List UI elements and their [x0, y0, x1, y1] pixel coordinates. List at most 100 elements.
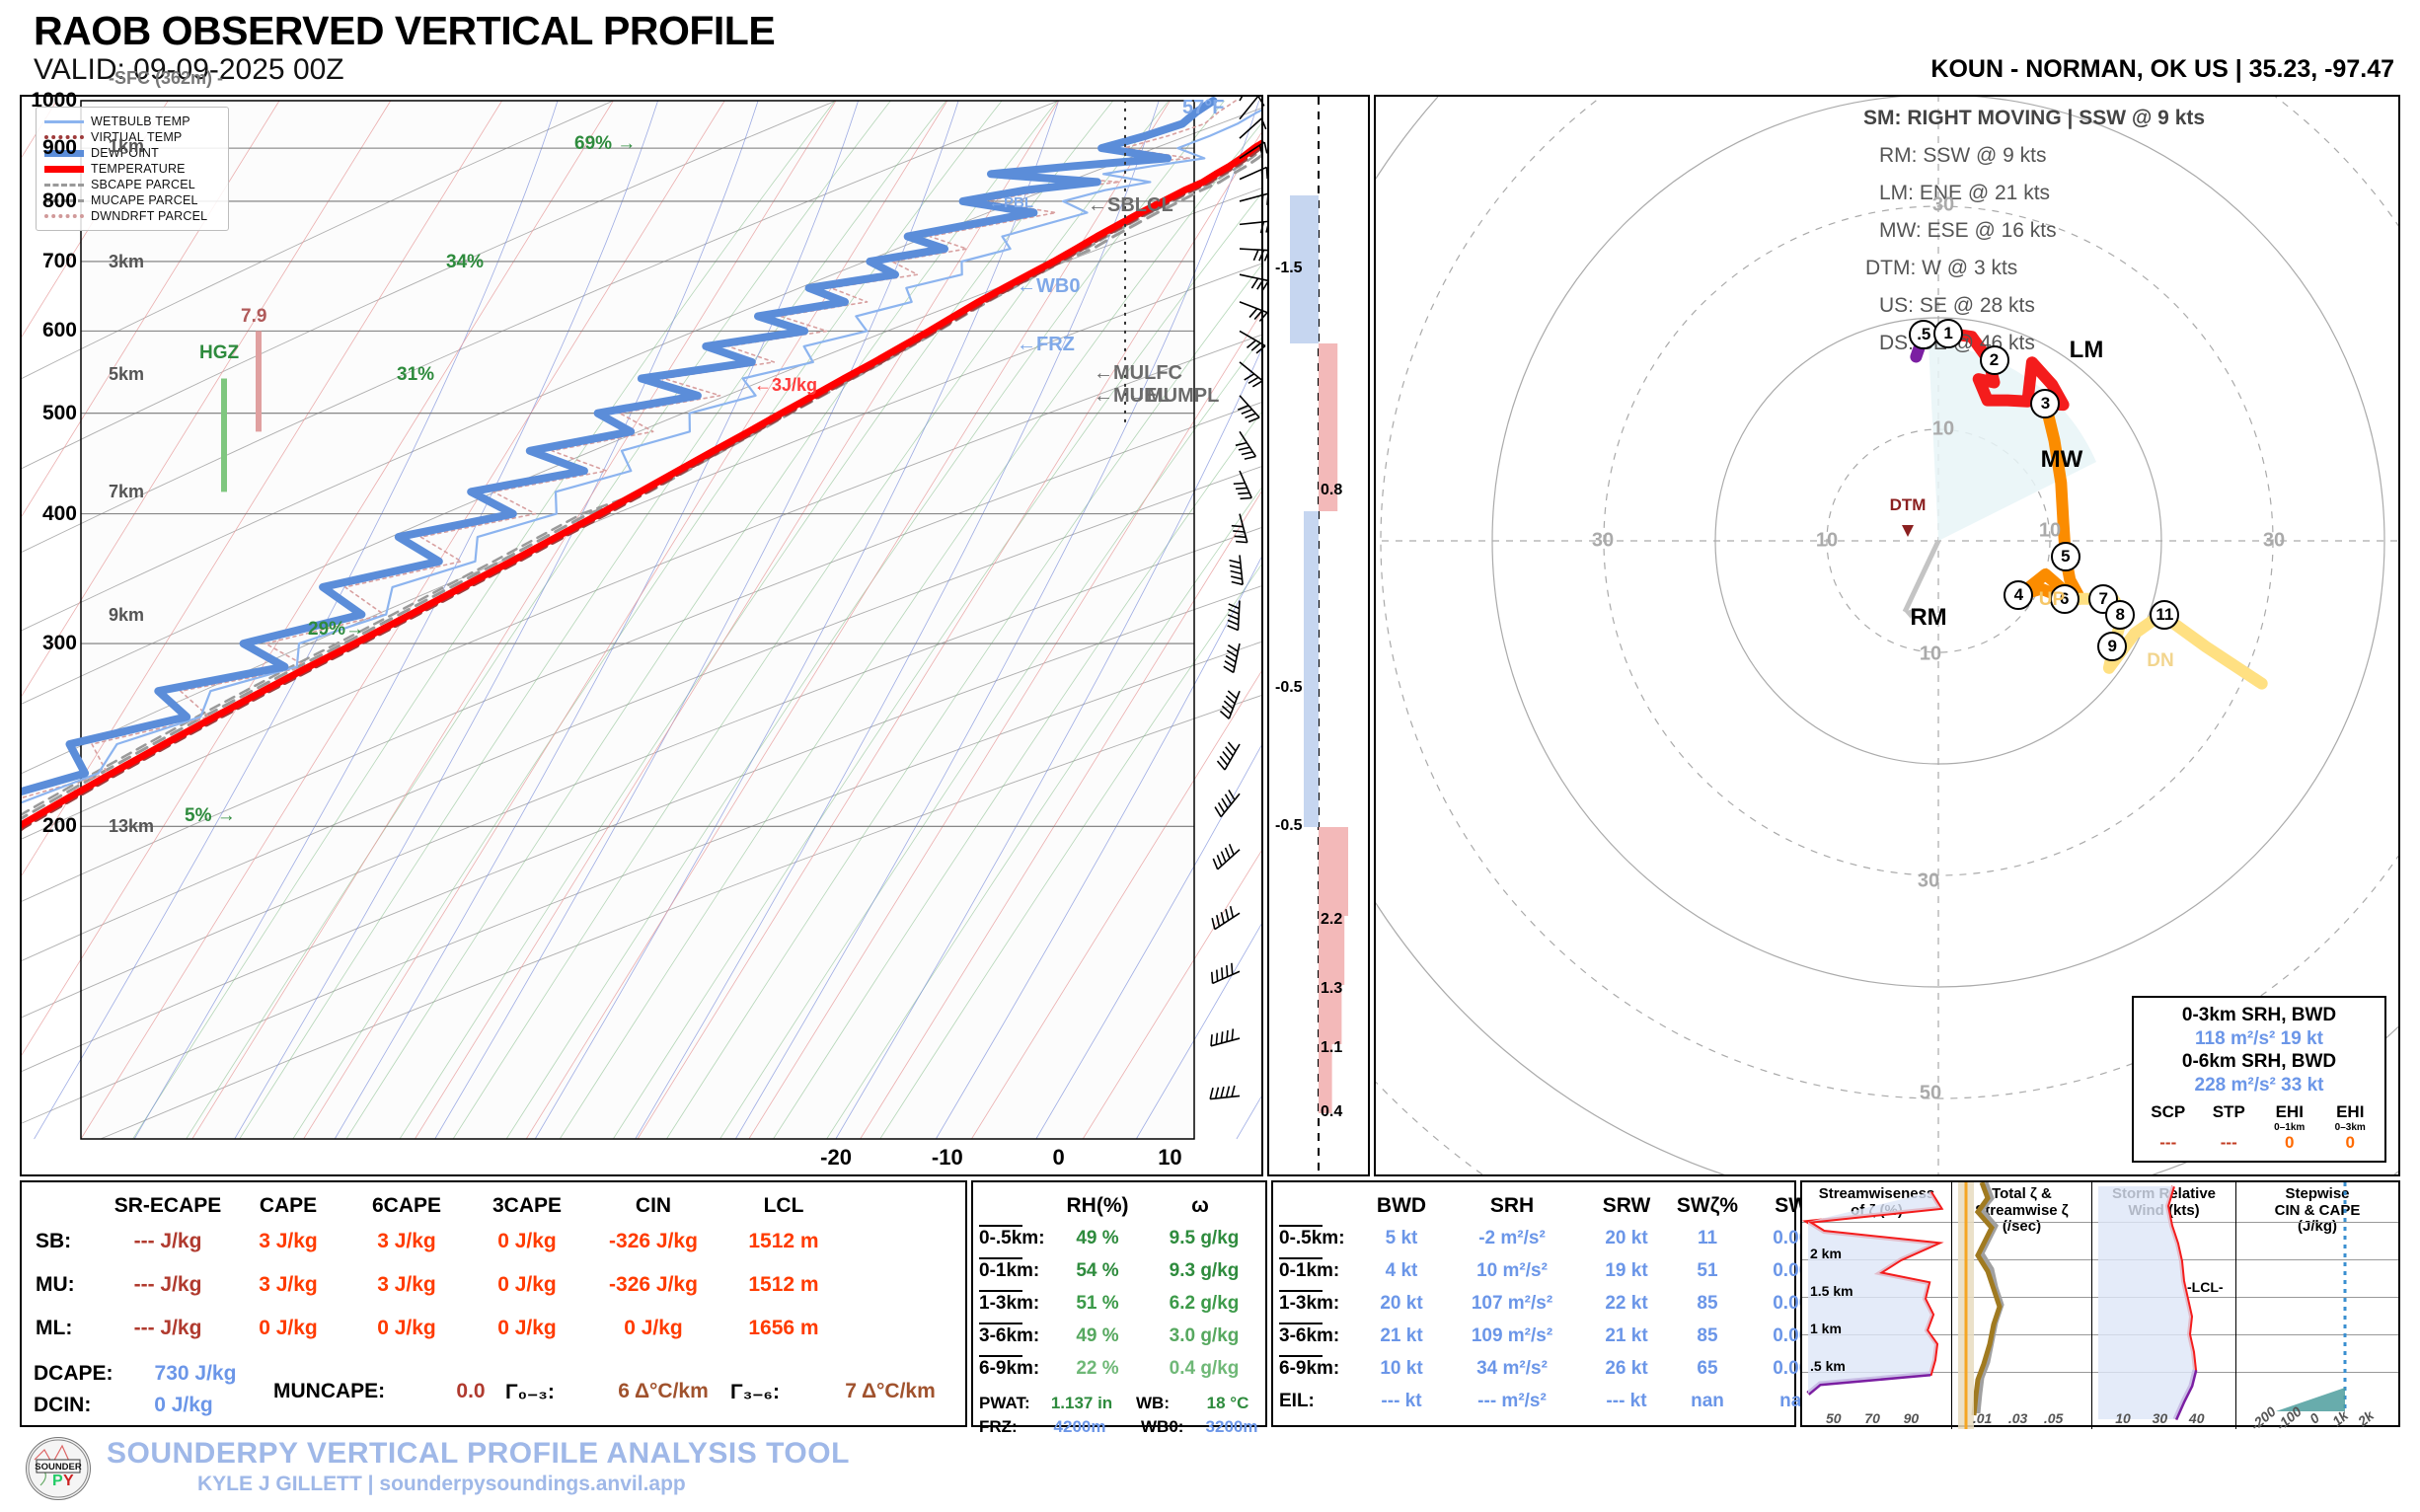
- kin-cell-5-2: --- kt: [1606, 1391, 1647, 1411]
- index-sub: [2138, 1122, 2199, 1133]
- storm-motion-2: LM: ENE @ 21 kts: [1879, 182, 2051, 204]
- rh-annotation-2: 31%: [397, 364, 435, 386]
- index-ehi-2: EHI 0–1km 0: [2259, 1102, 2320, 1153]
- mini-km-2: 1.5 km: [1810, 1283, 1853, 1299]
- height-label-9km: 9km: [109, 604, 145, 625]
- hodograph-panel[interactable]: SM: RIGHT MOVING | SSW @ 9 kts RM: SSW @ …: [1374, 95, 2400, 1176]
- level-annotation-6: ←SBLCL: [1088, 193, 1173, 216]
- index-value: ---: [2220, 1133, 2237, 1152]
- thermo-cell-2-0: --- J/kg: [133, 1317, 202, 1339]
- grid-line: [1802, 1222, 1951, 1223]
- omega-panel: -1.5 0.8 -0.5 -0.5 2.2 1.3 1.1 0.4: [1267, 95, 1370, 1176]
- muncape-label: MUNCAPE:: [273, 1380, 386, 1402]
- frz-label: FRZ:: [979, 1417, 1018, 1436]
- thermo-col-3cape: 3CAPE: [492, 1194, 563, 1217]
- mini-km-1: 1 km: [1810, 1321, 1842, 1336]
- legend-swatch: [44, 135, 84, 139]
- mini-plot-1: Total ζ & Streamwise ζ (/sec) .01 .03 .05: [1952, 1182, 2092, 1429]
- kin-cell-1-0: 4 kt: [1385, 1260, 1418, 1281]
- storm-motion-3: MW: ESE @ 16 kts: [1879, 219, 2057, 242]
- wb0-value: 3200m: [1205, 1417, 1258, 1436]
- pressure-tick-400: 400: [41, 501, 77, 525]
- hodo-marker-9: 9: [2097, 632, 2128, 662]
- thermo-cell-0-4: -326 J/kg: [609, 1230, 698, 1252]
- thermo-row-label-2: ML:: [36, 1317, 73, 1339]
- kin-cell-3-1: 109 m²/s²: [1471, 1325, 1553, 1346]
- page-title: RAOB OBSERVED VERTICAL PROFILE: [34, 8, 776, 53]
- omega-label-3: -0.5: [1275, 817, 1303, 834]
- index-name: SCP: [2151, 1102, 2186, 1121]
- station-info: KOUN - NORMAN, OK US | 35.23, -97.47: [1930, 55, 2394, 83]
- hodo-ring-label: 10: [1931, 417, 1955, 440]
- legend-item-0: WETBULB TEMP: [44, 113, 220, 129]
- hodo-ring-label: 30: [1917, 869, 1940, 892]
- kin-cell-2-0: 20 kt: [1380, 1293, 1423, 1314]
- pressure-tick-1000: 1000: [31, 89, 77, 112]
- mini-xtick-2-0: 10: [2115, 1410, 2131, 1426]
- dcin-value: 0 J/kg: [154, 1394, 213, 1416]
- dcape-value: 730 J/kg: [154, 1362, 237, 1385]
- sfc-label: -SFC (362m) -: [109, 68, 224, 89]
- mini-plot-3: Stepwise CIN & CAPE (J/kg) -200 -100 0 1k 2k: [2236, 1182, 2398, 1433]
- kinematics-table: BWD SRH SRW SWζ% SWζ 0-.5km: 5 kt -2 m²/s² 20 kt…: [1271, 1180, 1820, 1427]
- thermo-cell-1-5: 1512 m: [748, 1273, 819, 1296]
- brand-subtitle[interactable]: KYLE J GILLETT | sounderpysoundings.anvi…: [197, 1473, 686, 1495]
- kin-cell-4-3: 65: [1697, 1358, 1718, 1379]
- hodo-ring-label: 30: [1931, 193, 1955, 216]
- mini-xtick-2-2: 40: [2188, 1410, 2205, 1426]
- kin-cell-3-0: 21 kt: [1380, 1325, 1423, 1346]
- index-stp-1: STP ---: [2199, 1102, 2260, 1153]
- index-scp-0: SCP ---: [2138, 1102, 2199, 1153]
- thermo-cell-0-2: 3 J/kg: [377, 1230, 436, 1252]
- srh-0-6-values: 228 m²/s² 33 kt: [2194, 1075, 2324, 1096]
- height-label-5km: 5km: [109, 364, 145, 385]
- mini-plot-title-1: Total ζ & Streamwise ζ (/sec): [1975, 1185, 2069, 1235]
- overbar: [1279, 1323, 1323, 1324]
- overbar: [979, 1355, 1022, 1357]
- hodo-marker-2: 2: [1979, 344, 2009, 375]
- mini-plots-panel: Streamwiseness of ζ (%).5 km1 km1.5 km2 …: [1800, 1180, 2400, 1433]
- hodo-ring-label: 10: [1919, 643, 1942, 665]
- moisture-table: RH(%) ω 0-.5km: 49 % 9.5 g/kg 0-1km: 54 % 9.3 g…: [971, 1180, 1267, 1436]
- grid-line: [1952, 1259, 2091, 1260]
- rh-annotation-3: 29%→: [308, 619, 365, 641]
- wb-value: 18 °C: [1206, 1394, 1249, 1412]
- valid-time: VALID: 09-09-2025 00Z: [34, 53, 344, 86]
- hodo-marker-10: 11: [2150, 599, 2180, 630]
- grid-line: [1952, 1334, 2091, 1335]
- pwat-value: 1.137 in: [1050, 1394, 1113, 1412]
- rh-annotation-4: 5% →: [185, 805, 236, 827]
- hodograph-chart: [1376, 97, 2398, 1174]
- storm-motion-4: DTM: W @ 3 kts: [1865, 257, 2018, 279]
- hodo-marker-1: 1: [1933, 318, 1964, 348]
- skewt-panel[interactable]: WETBULB TEMP VIRTUAL TEMP DEWPOINT TEMPERAT…: [20, 68, 1369, 1176]
- mini-xtick-0-2: 90: [1903, 1410, 1920, 1426]
- temp-tick--20: -20: [820, 1145, 852, 1170]
- mini-plot-title-3: Stepwise CIN & CAPE (J/kg): [2274, 1185, 2361, 1235]
- height-label-3km: 3km: [109, 251, 145, 271]
- kin-col-1: SRH: [1489, 1194, 1535, 1217]
- grid-line: [2236, 1297, 2398, 1298]
- hodo-ring-label: 50: [1919, 1082, 1942, 1104]
- legend-label: TEMPERATURE: [91, 162, 186, 176]
- hodo-ring-label: 30: [1591, 529, 1615, 552]
- grid-line: [2236, 1372, 2398, 1373]
- svg-text:Y: Y: [63, 1473, 74, 1489]
- footer: SOUNDER P Y SOUNDERPY VERTICAL PROFILE A…: [20, 1431, 947, 1506]
- index-name: EHI: [2275, 1102, 2304, 1121]
- pressure-tick-900: 900: [41, 136, 77, 160]
- temp-tick-10: 10: [1158, 1145, 1182, 1170]
- kin-row-label-4: 6-9km:: [1279, 1358, 1340, 1379]
- omega-label-0: -1.5: [1275, 260, 1303, 276]
- kin-col-2: SRW: [1602, 1194, 1651, 1217]
- legend-swatch: [44, 119, 84, 123]
- grid-line: [2236, 1222, 2398, 1223]
- mini-km-3: 2 km: [1810, 1246, 1842, 1261]
- frz-value: 4200m: [1053, 1417, 1106, 1436]
- hodo-point-lm: LM: [2069, 337, 2104, 363]
- index-name: STP: [2212, 1102, 2245, 1121]
- wb0-label: WB0:: [1141, 1417, 1184, 1436]
- moisture-w-0: 9.5 g/kg: [1169, 1228, 1240, 1248]
- legend-item-5: MUCAPE PARCEL: [44, 192, 220, 208]
